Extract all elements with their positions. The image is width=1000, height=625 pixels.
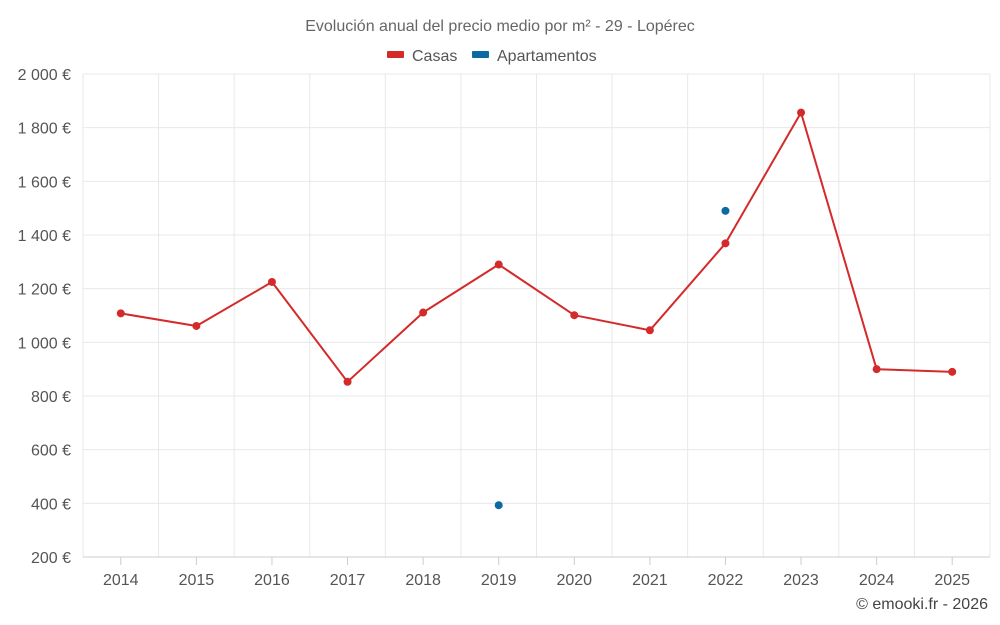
x-tick-label: 2019 bbox=[481, 572, 517, 589]
gridlines bbox=[82, 73, 991, 558]
x-tick-label: 2021 bbox=[632, 572, 668, 589]
x-tick-label: 2014 bbox=[103, 572, 139, 589]
data-point-casas[interactable] bbox=[192, 321, 201, 330]
data-point-casas[interactable] bbox=[494, 260, 503, 269]
legend-item-apartamentos[interactable]: Apartamentos bbox=[472, 48, 597, 65]
data-point-casas[interactable] bbox=[419, 308, 428, 317]
y-tick-label: 2 000 € bbox=[18, 67, 71, 84]
legend-item-casas[interactable]: Casas bbox=[387, 48, 457, 65]
x-tick-label: 2025 bbox=[934, 572, 970, 589]
y-tick-label: 1 400 € bbox=[18, 228, 71, 245]
series-line-casas bbox=[120, 111, 953, 383]
x-tick-label: 2016 bbox=[254, 572, 290, 589]
y-tick-label: 1 800 € bbox=[18, 121, 71, 138]
x-tick-label: 2024 bbox=[859, 572, 895, 589]
y-tick-label: 600 € bbox=[31, 443, 71, 460]
y-axis: 200 € 400 € 600 € 800 € 1 000 € 1 200 € 1 400 … bbox=[18, 67, 71, 567]
y-tick-label: 200 € bbox=[31, 550, 71, 567]
data-point-casas[interactable] bbox=[570, 311, 579, 320]
y-tick-label: 1 200 € bbox=[18, 282, 71, 299]
x-tick-label: 2018 bbox=[405, 572, 441, 589]
y-tick-label: 1 600 € bbox=[18, 174, 71, 191]
x-axis: 2014 2015 2016 2017 2018 2019 2020 2021 2022 2023… bbox=[83, 556, 990, 589]
series-layer bbox=[116, 108, 957, 510]
data-point-apartamentos[interactable] bbox=[721, 206, 730, 215]
legend: Casas Apartamentos bbox=[387, 48, 597, 65]
y-tick-label: 400 € bbox=[31, 496, 71, 513]
data-point-casas[interactable] bbox=[721, 239, 730, 248]
data-point-casas[interactable] bbox=[116, 309, 125, 318]
data-point-casas[interactable] bbox=[645, 326, 654, 335]
x-tick-label: 2023 bbox=[783, 572, 819, 589]
y-tick-label: 800 € bbox=[31, 389, 71, 406]
data-point-casas[interactable] bbox=[948, 367, 957, 376]
x-tick-label: 2022 bbox=[708, 572, 744, 589]
x-tick-label: 2020 bbox=[556, 572, 592, 589]
legend-label-apartamentos: Apartamentos bbox=[497, 48, 597, 65]
data-point-casas[interactable] bbox=[267, 277, 276, 286]
chart-title: Evolución anual del precio medio por m² … bbox=[305, 18, 695, 35]
legend-swatch-casas bbox=[387, 51, 404, 58]
data-point-apartamentos[interactable] bbox=[494, 501, 503, 510]
x-tick-label: 2015 bbox=[179, 572, 215, 589]
data-point-casas[interactable] bbox=[872, 365, 881, 374]
data-point-casas[interactable] bbox=[343, 377, 352, 386]
legend-label-casas: Casas bbox=[412, 48, 457, 65]
legend-swatch-apartamentos bbox=[472, 51, 489, 58]
data-point-casas[interactable] bbox=[797, 108, 806, 117]
y-tick-label: 1 000 € bbox=[18, 335, 71, 352]
credit: © emooki.fr - 2026 bbox=[856, 596, 988, 613]
x-tick-label: 2017 bbox=[330, 572, 366, 589]
